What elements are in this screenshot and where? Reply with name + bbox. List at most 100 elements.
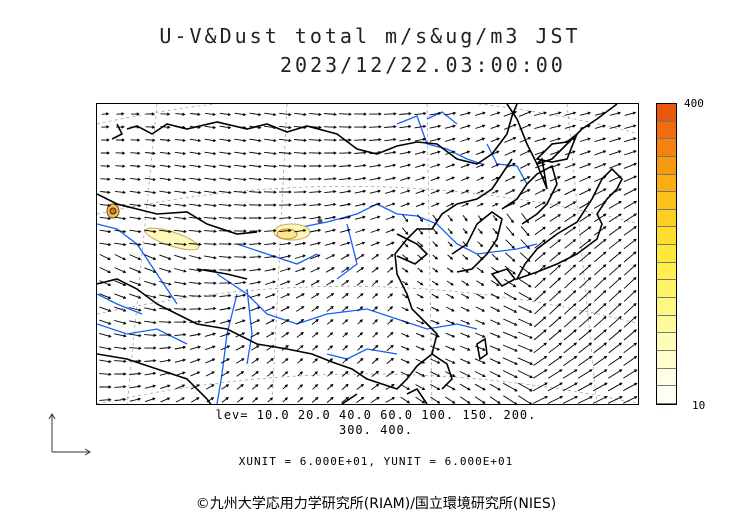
wind-arrow	[282, 371, 289, 377]
wind-arrow	[294, 228, 307, 233]
colorbar-step	[657, 245, 676, 263]
wind-arrow	[401, 294, 409, 299]
wind-arrow	[518, 110, 532, 117]
wind-arrow	[593, 290, 607, 302]
wind-arrow	[236, 371, 245, 377]
wind-arrow	[159, 242, 172, 247]
wind-arrow	[129, 216, 142, 221]
wind-arrow	[607, 382, 623, 392]
wind-arrow	[341, 267, 350, 273]
wind-arrow	[579, 111, 592, 116]
wind-arrow	[476, 163, 485, 169]
wind-arrow	[608, 316, 622, 328]
wind-arrow	[174, 254, 187, 260]
wind-arrow	[491, 150, 500, 156]
wind-arrow	[295, 267, 306, 273]
wind-arrow	[264, 229, 277, 233]
wind-arrow	[534, 188, 546, 195]
wind-arrow	[340, 254, 350, 260]
wind-arrow	[578, 342, 593, 354]
wind-arrow	[293, 138, 307, 142]
wind-arrow	[249, 151, 262, 156]
wind-arrow	[311, 332, 319, 338]
wind-arrow	[489, 332, 501, 338]
wind-dust-map	[96, 103, 639, 405]
wind-arrow	[99, 203, 111, 207]
wind-arrow	[623, 302, 637, 315]
wind-arrow	[189, 164, 202, 169]
wind-arrow	[609, 150, 622, 156]
wind-arrow	[234, 177, 247, 182]
wind-arrow	[249, 242, 262, 246]
wind-arrow	[312, 371, 318, 377]
wind-arrow	[564, 213, 577, 222]
wind-arrow	[490, 293, 500, 299]
wind-arrow	[564, 111, 577, 116]
wind-arrow	[402, 254, 409, 261]
colorbar-step	[657, 121, 676, 140]
wind-arrow	[503, 395, 517, 404]
wind-arrow	[445, 163, 456, 169]
wind-arrow	[115, 177, 126, 181]
wind-arrow	[623, 316, 637, 328]
wind-arrow	[563, 303, 577, 315]
wind-arrow	[264, 267, 277, 272]
dust-colorbar	[656, 103, 677, 405]
wind-arrow	[609, 162, 622, 169]
colorbar-step	[657, 368, 676, 387]
wind-arrow	[234, 138, 247, 143]
wind-arrow	[357, 319, 363, 325]
wind-arrow	[386, 357, 395, 364]
wind-arrow	[549, 251, 562, 262]
wind-arrow	[264, 280, 276, 285]
wind-arrow	[252, 397, 259, 403]
wind-arrow	[372, 293, 379, 299]
wind-arrow	[114, 346, 127, 351]
wind-arrow	[249, 112, 262, 117]
wind-arrow	[401, 240, 409, 248]
wind-arrow	[249, 125, 262, 130]
wind-arrow	[159, 164, 172, 169]
wind-arrow	[144, 216, 157, 221]
wind-arrow	[159, 371, 172, 376]
wind-arrow	[339, 228, 351, 233]
wind-arrow	[593, 213, 607, 223]
wind-arrow	[534, 124, 547, 130]
wind-arrow	[114, 203, 127, 208]
wind-arrow	[100, 151, 111, 155]
wind-arrow	[593, 355, 608, 366]
wind-arrow	[114, 333, 127, 338]
wind-arrow	[174, 216, 187, 221]
wind-arrow	[533, 111, 547, 116]
wind-arrow	[323, 125, 337, 129]
wind-arrow	[502, 382, 518, 392]
wind-arrow	[159, 267, 172, 273]
wind-arrow	[144, 371, 157, 376]
wind-arrow	[549, 277, 562, 289]
colorbar-step	[657, 333, 676, 351]
wind-arrow	[309, 215, 322, 220]
wind-arrow	[460, 358, 471, 364]
wind-arrow	[547, 382, 563, 392]
wind-arrow	[338, 112, 352, 116]
wind-arrow	[385, 215, 396, 220]
wind-arrow	[279, 125, 292, 130]
wind-arrow	[355, 241, 366, 246]
wind-arrow	[432, 254, 438, 260]
wind-arrow	[577, 369, 593, 379]
wind-arrow	[356, 254, 365, 260]
wind-arrow	[263, 177, 277, 181]
wind-arrow	[534, 137, 547, 143]
wind-arrow	[189, 203, 202, 208]
wind-arrow	[293, 164, 307, 168]
wind-arrow	[534, 264, 546, 275]
wind-arrow	[474, 383, 486, 391]
wind-arrow	[549, 201, 562, 209]
wind-arrow	[475, 150, 485, 156]
wind-arrow	[220, 332, 231, 338]
wind-arrow	[502, 357, 518, 365]
wind-arrow	[339, 215, 352, 220]
wind-arrow	[160, 125, 171, 129]
wind-arrow	[205, 384, 215, 390]
wind-arrow	[578, 329, 592, 341]
